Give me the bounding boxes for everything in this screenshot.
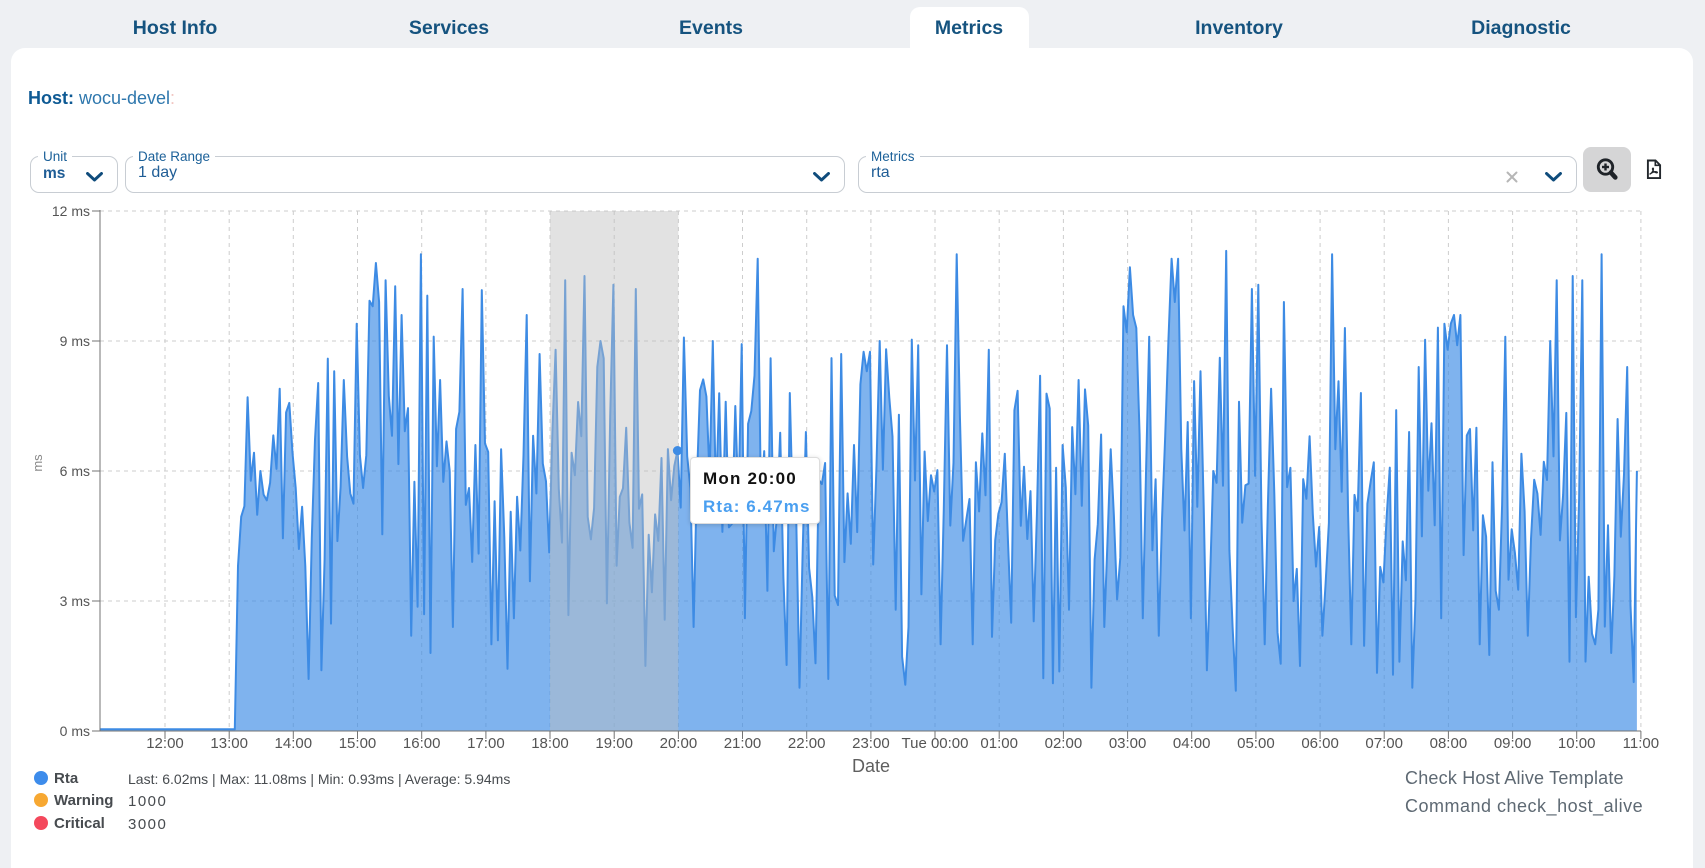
svg-text:12:00: 12:00 bbox=[146, 735, 184, 752]
svg-text:10:00: 10:00 bbox=[1558, 735, 1596, 752]
svg-text:02:00: 02:00 bbox=[1045, 735, 1083, 752]
svg-text:06:00: 06:00 bbox=[1301, 735, 1339, 752]
svg-text:07:00: 07:00 bbox=[1365, 735, 1403, 752]
svg-text:05:00: 05:00 bbox=[1237, 735, 1275, 752]
svg-text:20:00: 20:00 bbox=[660, 735, 698, 752]
svg-text:09:00: 09:00 bbox=[1494, 735, 1532, 752]
svg-text:01:00: 01:00 bbox=[980, 735, 1018, 752]
svg-text:ms: ms bbox=[30, 454, 45, 472]
svg-text:0 ms: 0 ms bbox=[60, 723, 90, 739]
svg-text:22:00: 22:00 bbox=[788, 735, 826, 752]
svg-text:11:00: 11:00 bbox=[1623, 735, 1659, 752]
svg-text:23:00: 23:00 bbox=[852, 735, 890, 752]
svg-text:3 ms: 3 ms bbox=[60, 593, 90, 609]
svg-text:17:00: 17:00 bbox=[467, 735, 505, 752]
svg-text:04:00: 04:00 bbox=[1173, 735, 1211, 752]
svg-text:9 ms: 9 ms bbox=[60, 333, 90, 349]
svg-text:16:00: 16:00 bbox=[403, 735, 441, 752]
svg-text:08:00: 08:00 bbox=[1430, 735, 1468, 752]
svg-text:18:00: 18:00 bbox=[531, 735, 569, 752]
svg-text:14:00: 14:00 bbox=[275, 735, 313, 752]
svg-text:Date: Date bbox=[852, 756, 890, 776]
svg-text:21:00: 21:00 bbox=[724, 735, 762, 752]
svg-text:03:00: 03:00 bbox=[1109, 735, 1147, 752]
svg-text:Tue 00:00: Tue 00:00 bbox=[902, 735, 969, 752]
svg-text:15:00: 15:00 bbox=[339, 735, 377, 752]
svg-text:12 ms: 12 ms bbox=[52, 203, 90, 219]
svg-text:13:00: 13:00 bbox=[210, 735, 248, 752]
svg-text:6 ms: 6 ms bbox=[60, 463, 90, 479]
svg-text:19:00: 19:00 bbox=[595, 735, 633, 752]
